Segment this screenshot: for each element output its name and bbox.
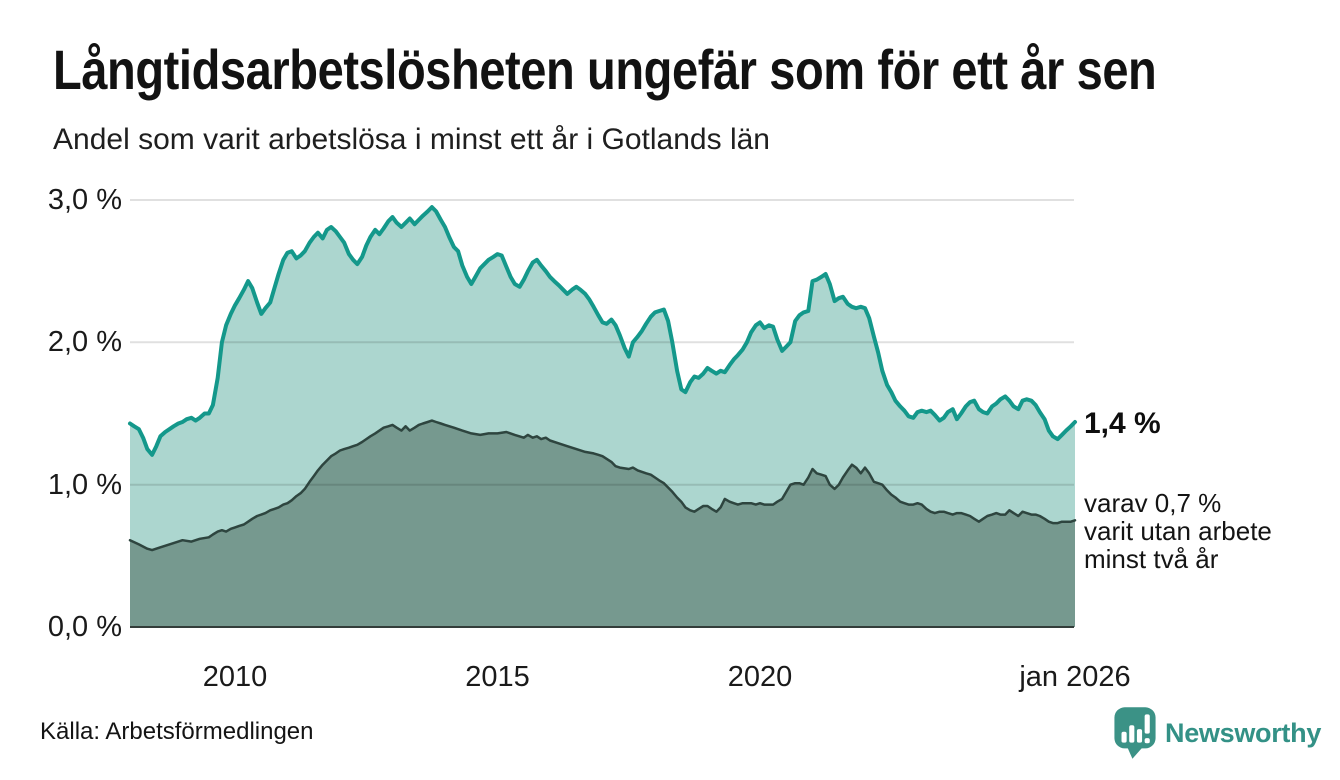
source-note: Källa: Arbetsförmedlingen: [40, 718, 314, 745]
newsworthy-barchart-bubble-icon: [1114, 707, 1156, 759]
annotation-line: minst två år: [1084, 544, 1219, 574]
x-tick-label: jan 2026: [1019, 661, 1131, 693]
page-title: Långtidsarbetslösheten ungefär som för e…: [53, 38, 1157, 101]
series-subset-annotation: varav 0,7 % varit utan arbete minst två …: [1084, 489, 1272, 573]
newsworthy-logo: Newsworthy: [1113, 706, 1321, 760]
series-subset-area: [130, 420, 1075, 627]
x-tick-label: 2010: [202, 661, 268, 693]
series-subset-line: [128, 419, 1077, 552]
y-tick-label: 0,0 %: [47, 611, 122, 643]
x-tick-label: 2015: [465, 661, 530, 693]
x-tick-label: 2020: [727, 661, 793, 693]
series-total-end-value: 1,4 %: [1084, 407, 1161, 440]
annotation-line: varav 0,7 %: [1084, 488, 1222, 518]
y-tick-label: 1,0 %: [47, 468, 122, 501]
chart-subtitle: Andel som varit arbetslösa i minst ett å…: [53, 123, 770, 156]
brand-name: Newsworthy: [1165, 717, 1322, 748]
series-total-line: [128, 205, 1077, 457]
y-tick-label: 2,0 %: [47, 326, 122, 359]
gridlines: [130, 199, 1074, 486]
y-tick-label: 3,0 %: [47, 184, 122, 216]
annotation-line: varit utan arbete: [1084, 516, 1272, 546]
